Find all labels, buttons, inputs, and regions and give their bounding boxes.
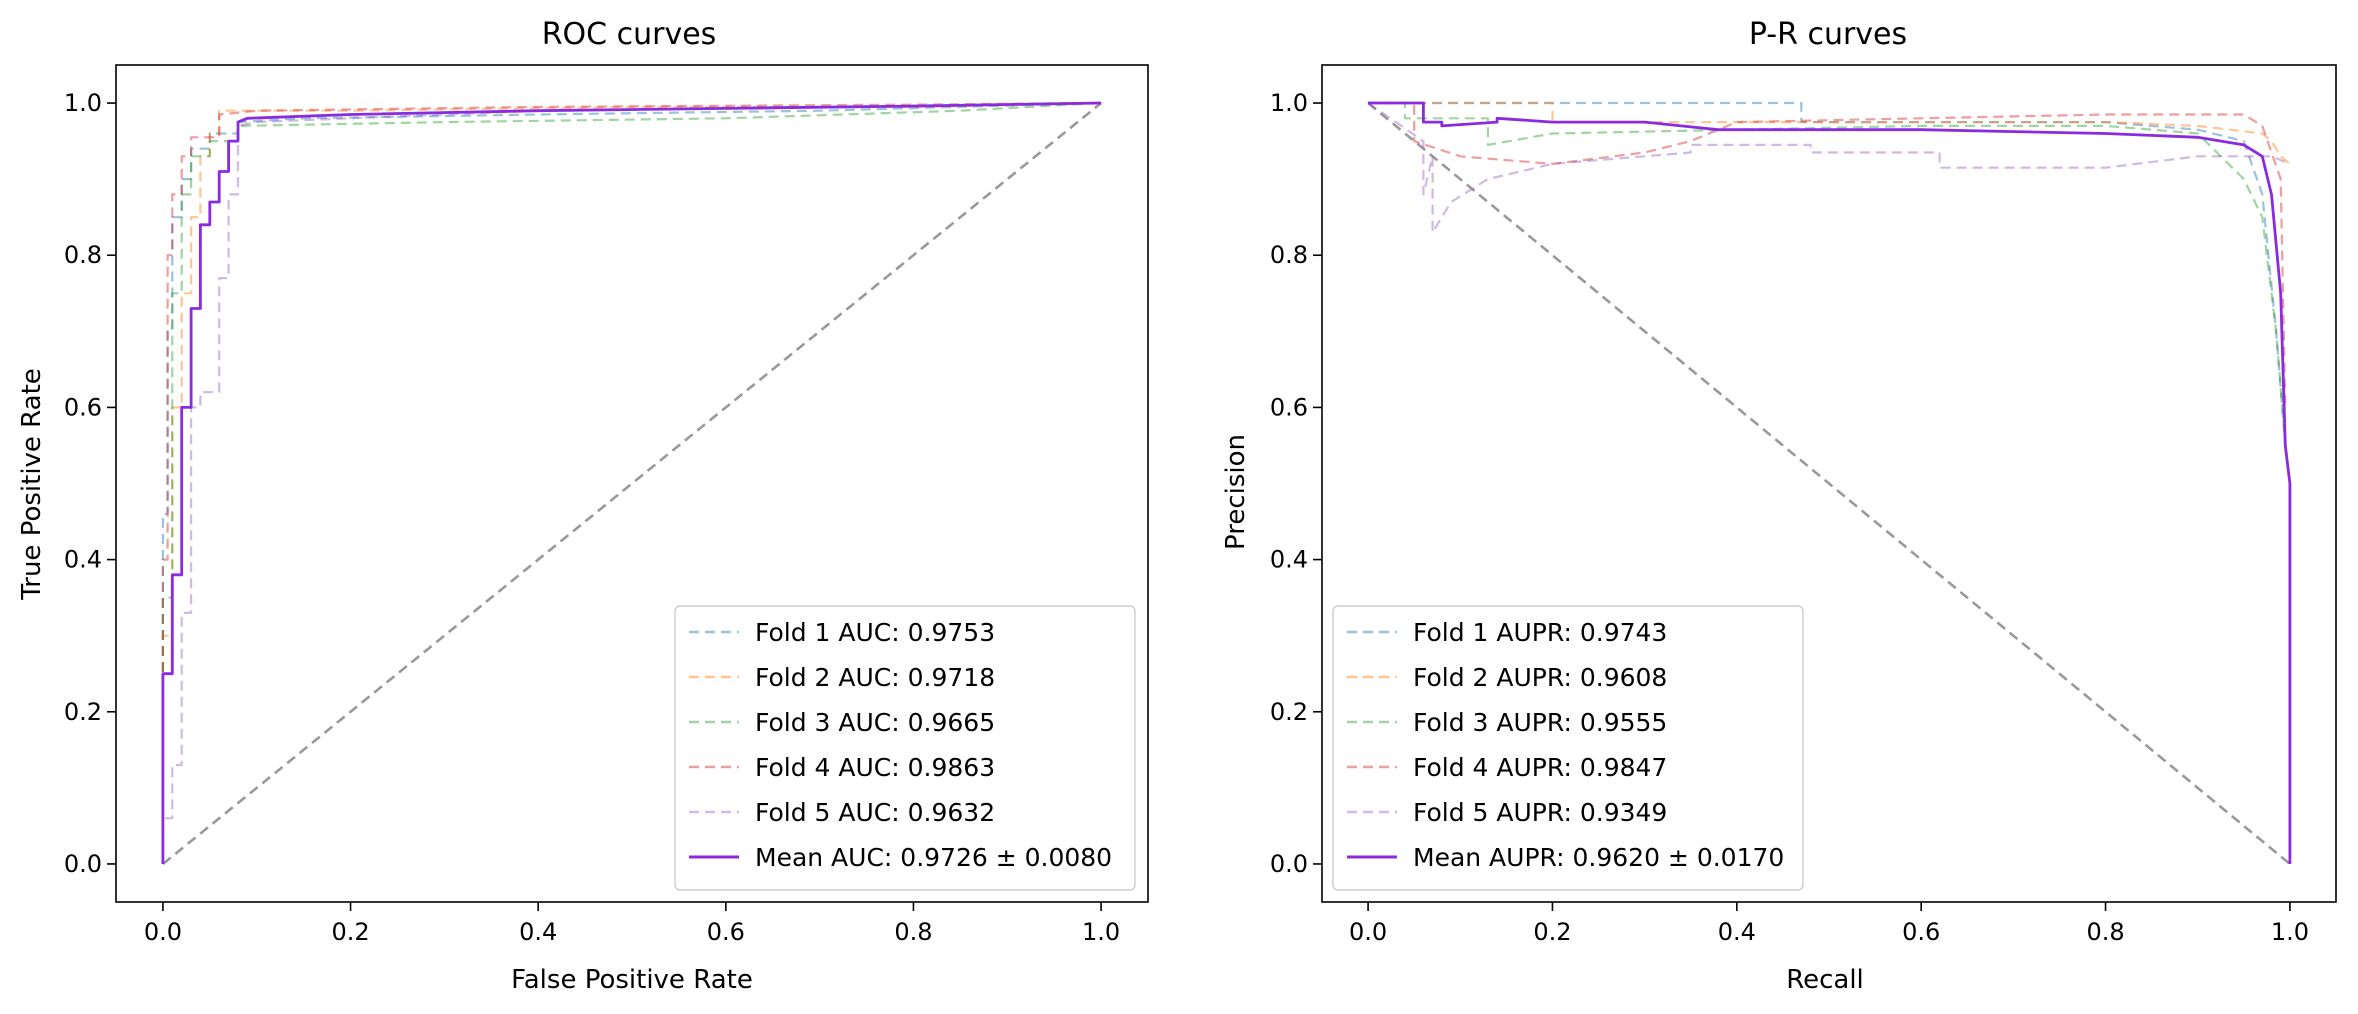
roc-y-tick-label: 0.8 [64,241,102,269]
pr-legend-label-mean: Mean AUPR: 0.9620 ± 0.0170 [1413,843,1784,872]
pr-series-fold-3-line [1368,101,2287,446]
roc-series-layer [161,101,1102,864]
pr-x-axis-label: Recall [1786,965,1864,995]
pr-legend-label-fold-2: Fold 2 AUPR: 0.9608 [1413,663,1667,692]
roc-x-tick-label: 0.0 [144,918,182,946]
pr-x-tick-label: 0.2 [1533,918,1571,946]
pr-y-axis-label: Precision [1221,434,1251,550]
roc-x-axis-label: False Positive Rate [511,965,753,995]
pr-legend-box [1332,605,1804,891]
pr-series-fold-1-line [1368,101,2287,446]
roc-y-tick-label: 0.6 [64,393,102,421]
pr-title: P-R curves [1749,17,1907,52]
roc-legend-label-fold-2: Fold 2 AUC: 0.9718 [755,663,995,692]
roc-series-fold-4-line [161,101,1102,864]
pr-series-fold-2-line [1368,101,2291,165]
roc-reference-diagonal [162,102,1102,865]
pr-series-layer [1367,101,2292,864]
roc-y-tick-label: 0.0 [64,850,102,878]
roc-x-tick-label: 0.8 [894,918,932,946]
pr-y-tick-label: 0.4 [1270,546,1308,574]
roc-panel: ROC curves 0.0 0.2 0.4 0.6 0.8 1.0 0.00.20.40… [17,17,1149,995]
pr-legend-label-fold-1: Fold 1 AUPR: 0.9743 [1413,618,1667,647]
pr-y-tick-label: 0.2 [1270,698,1308,726]
roc-x-tick-label: 0.4 [519,918,557,946]
pr-reference-diagonal [1367,102,2291,865]
pr-y-tick-label: 1.0 [1270,89,1308,117]
pr-x-tick-label: 1.0 [2271,918,2309,946]
roc-legend-label-fold-3: Fold 3 AUC: 0.9665 [755,708,995,737]
roc-y-tick-label: 0.4 [64,546,102,574]
roc-legend-label-fold-1: Fold 1 AUC: 0.9753 [755,618,995,647]
roc-y-tick-label: 1.0 [64,89,102,117]
roc-legend: Fold 1 AUC: 0.9753 Fold 2 AUC: 0.9718 Fold… [674,605,1136,891]
pr-series-fold-4-line [1368,101,2287,408]
roc-series-mean-line [161,101,1102,864]
pr-y-tick-label: 0.6 [1270,393,1308,421]
pr-series-mean-line [1368,101,2292,864]
pr-x-ticks: 0.0 0.2 0.4 0.6 0.8 1.0 [1349,902,2309,946]
pr-y-tick-label: 0.0 [1270,850,1308,878]
pr-x-tick-label: 0.6 [1902,918,1940,946]
roc-legend-label-mean: Mean AUC: 0.9726 ± 0.0080 [755,843,1112,872]
roc-plot-frame [115,64,1149,903]
roc-y-ticks: 0.0 0.2 0.4 0.6 0.8 1.0 [64,89,116,878]
roc-series-fold-3-line [161,101,1102,864]
roc-legend-label-fold-5: Fold 5 AUC: 0.9632 [755,798,995,827]
pr-panel: P-R curves 0.0 0.2 0.4 0.6 0.8 1.0 0.00.20.40… [1221,17,2337,995]
roc-y-tick-label: 0.2 [64,698,102,726]
pr-legend: Fold 1 AUPR: 0.9743 Fold 2 AUPR: 0.9608 Fo… [1332,605,1804,891]
roc-legend-label-fold-4: Fold 4 AUC: 0.9863 [755,753,995,782]
roc-x-tick-label: 0.6 [707,918,745,946]
pr-series-fold-5-line [1367,102,2291,234]
roc-x-ticks: 0.0 0.2 0.4 0.6 0.8 1.0 [144,902,1120,946]
pr-legend-label-fold-3: Fold 3 AUPR: 0.9555 [1413,708,1667,737]
pr-legend-label-fold-5: Fold 5 AUPR: 0.9349 [1413,798,1667,827]
roc-series-fold-1-line [161,101,1102,864]
pr-plot-frame [1321,64,2337,903]
roc-y-axis-label: True Positive Rate [17,368,47,601]
roc-x-tick-label: 0.2 [331,918,369,946]
pr-y-tick-label: 0.8 [1270,241,1308,269]
roc-x-tick-label: 1.0 [1082,918,1120,946]
pr-y-ticks: 0.0 0.2 0.4 0.6 0.8 1.0 [1270,89,1322,878]
roc-title: ROC curves [542,17,717,52]
roc-legend-box [674,605,1136,891]
pr-x-tick-label: 0.4 [1718,918,1756,946]
pr-x-tick-label: 0.0 [1349,918,1387,946]
pr-x-tick-label: 0.8 [2086,918,2124,946]
roc-series-fold-5-line [161,101,1102,864]
pr-legend-label-fold-4: Fold 4 AUPR: 0.9847 [1413,753,1667,782]
